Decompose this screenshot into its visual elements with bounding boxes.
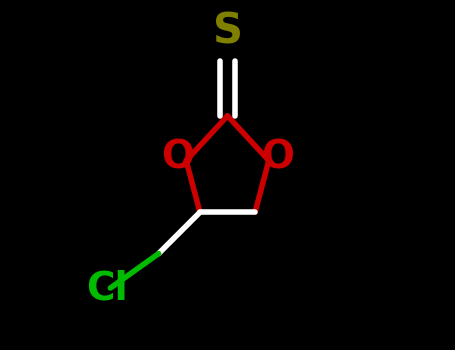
Text: Cl: Cl — [86, 269, 128, 307]
Text: S: S — [212, 10, 243, 52]
Text: O: O — [261, 138, 294, 176]
Text: O: O — [161, 138, 194, 176]
